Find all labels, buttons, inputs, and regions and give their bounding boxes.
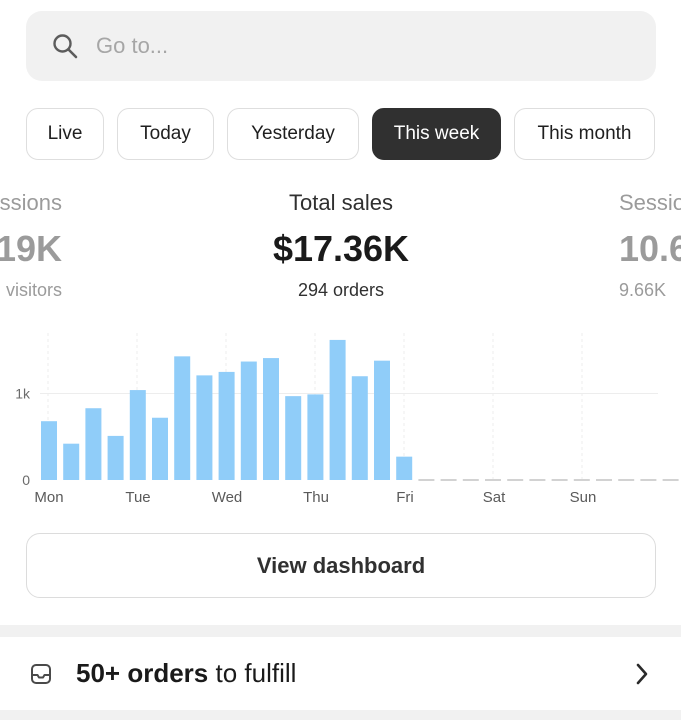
fulfill-count: 50+ orders [76, 658, 209, 688]
metric-sub: visitors [5, 280, 62, 300]
filter-today[interactable]: Today [117, 108, 214, 160]
fulfill-text: 50+ orders to fulfill [76, 658, 296, 689]
metric-label: Sessions [619, 190, 681, 215]
y-tick-label: 1k [15, 386, 31, 402]
x-tick-label: Sat [483, 489, 506, 506]
chart-bar [107, 435, 124, 480]
metric-card-total-sales[interactable]: Total sales $17.36K 294 orders [221, 190, 461, 301]
x-tick-label: Fri [396, 489, 414, 506]
metric-value: $17.36K [272, 228, 410, 269]
chart-bar [285, 396, 302, 480]
inbox-tray-icon [31, 663, 51, 684]
x-tick-label: Mon [34, 489, 63, 506]
bottom-divider [0, 710, 681, 720]
chart-bar [218, 371, 235, 480]
metric-sub: 294 orders [297, 280, 385, 300]
chart-bar [63, 443, 80, 480]
x-tick-label: Wed [212, 489, 243, 506]
chart-bar [196, 375, 213, 480]
filter-this-week[interactable]: This week [372, 108, 501, 160]
sales-chart-svg: 0 1k Mon Tue Wed Thu Fri Sat Sun [15, 333, 679, 506]
sales-chart: 0 1k Mon Tue Wed Thu Fri Sat Sun [0, 325, 681, 510]
metric-value: 19K [0, 228, 62, 269]
chart-bar [240, 361, 257, 480]
metric-label: Total sales [289, 190, 393, 215]
search-bar[interactable] [26, 11, 656, 81]
chevron-right-icon [636, 663, 648, 685]
chart-bar [152, 417, 168, 480]
chart-bar [129, 390, 146, 480]
chart-bar [396, 456, 413, 480]
view-dashboard-button[interactable]: View dashboard [26, 533, 656, 598]
chart-bar [374, 360, 390, 480]
y-tick-label: 0 [22, 472, 30, 488]
orders-to-fulfill-row[interactable]: 50+ orders to fulfill [0, 637, 681, 710]
x-tick-label: Thu [303, 489, 329, 506]
metric-label: Sessions [0, 190, 62, 215]
x-tick-label: Tue [125, 489, 150, 506]
filter-yesterday[interactable]: Yesterday [227, 108, 359, 160]
x-tick-label: Sun [570, 489, 597, 506]
metric-card-sessions-prev[interactable]: Sessions 19K visitors [0, 190, 120, 301]
search-icon [53, 34, 78, 59]
metric-value: 10.6 [619, 228, 681, 269]
chart-bar [85, 408, 102, 480]
date-filter-group: Live Today Yesterday This week This mont… [26, 108, 666, 160]
filter-this-month[interactable]: This month [514, 108, 655, 160]
fulfill-rest: to fulfill [215, 658, 297, 688]
search-input[interactable] [96, 33, 596, 59]
chart-bar [329, 339, 346, 480]
metric-card-sessions-next[interactable]: Sessions 10.6 9.66K [619, 190, 681, 301]
chart-bar [41, 421, 57, 480]
metric-sub: 9.66K [619, 280, 667, 300]
section-divider [0, 625, 681, 637]
chart-bar [307, 394, 324, 480]
chart-bar [351, 376, 368, 480]
chart-bar [263, 358, 279, 480]
chart-bar [174, 356, 191, 480]
filter-live[interactable]: Live [26, 108, 104, 160]
